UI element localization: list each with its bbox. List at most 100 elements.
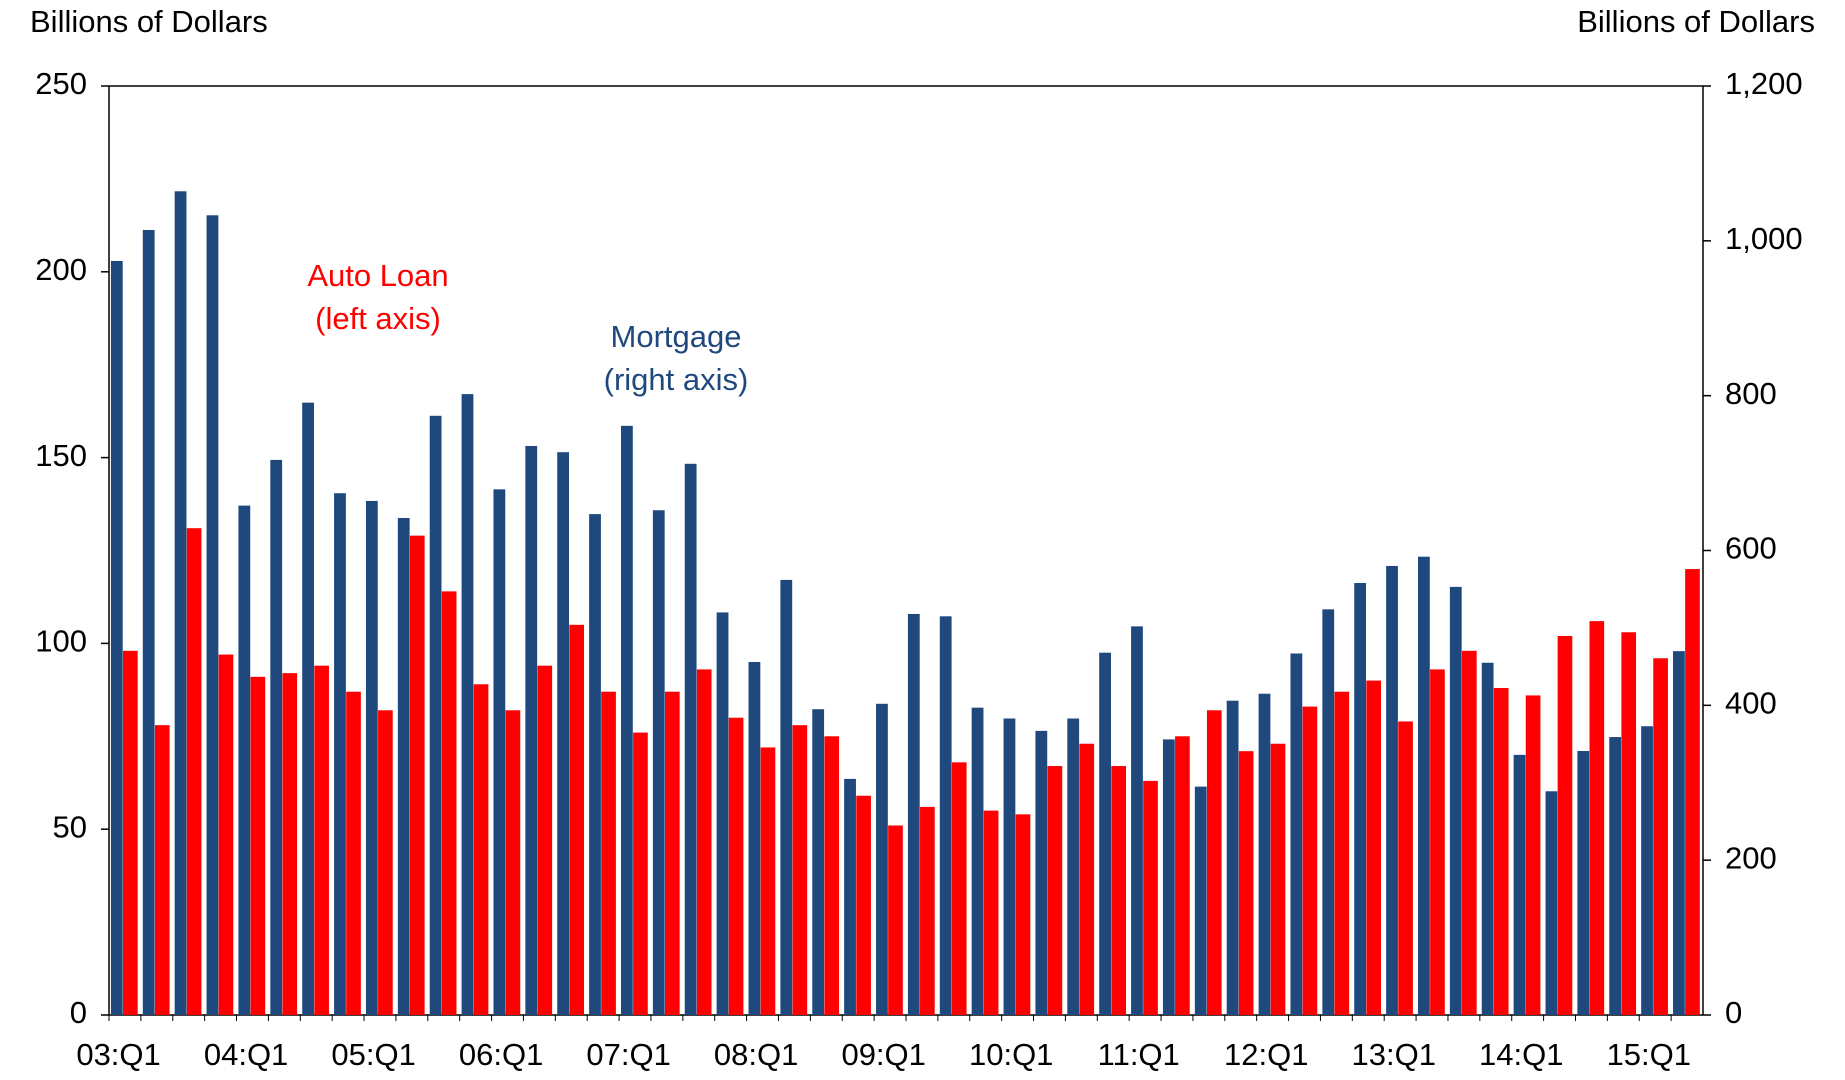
bar: [174, 191, 187, 1015]
x-tick-label: 12:Q1: [1224, 1037, 1308, 1072]
x-tick-label: 04:Q1: [204, 1037, 288, 1072]
y2-tick-label: 200: [1725, 840, 1777, 875]
bar: [334, 493, 346, 1015]
bar: [142, 229, 155, 1015]
bar: [1067, 718, 1080, 1015]
bar: [1334, 691, 1350, 1015]
x-tick-label: 13:Q1: [1352, 1037, 1436, 1072]
bar: [1258, 693, 1271, 1015]
bar: [696, 669, 712, 1015]
y-tick-label: 100: [35, 624, 87, 659]
bar: [346, 691, 361, 1015]
bar: [1653, 658, 1668, 1015]
bar: [1398, 721, 1413, 1015]
y2-tick-label: 600: [1725, 531, 1777, 566]
bar: [1003, 718, 1016, 1015]
bar: [250, 676, 266, 1015]
x-tick-label: 09:Q1: [841, 1037, 925, 1072]
bar: [1449, 586, 1462, 1015]
bar: [907, 613, 920, 1015]
bar: [123, 650, 138, 1015]
bar: [684, 463, 697, 1015]
bar: [429, 415, 442, 1015]
y2-tick-label: 1,200: [1725, 66, 1803, 101]
bar: [378, 710, 393, 1015]
bar: [505, 710, 521, 1015]
bar: [1430, 669, 1445, 1015]
bar: [1545, 791, 1558, 1015]
x-tick-label: 03:Q1: [76, 1037, 160, 1072]
bar: [1366, 680, 1382, 1015]
y-tick-label: 150: [35, 438, 87, 473]
bar: [1557, 635, 1573, 1015]
bar: [282, 673, 298, 1015]
bar: [1175, 736, 1190, 1015]
bar: [1577, 751, 1590, 1015]
bar: [633, 732, 648, 1015]
bar: [270, 459, 283, 1015]
bar: [876, 703, 888, 1015]
x-tick-label: 08:Q1: [714, 1037, 798, 1072]
bar: [314, 665, 329, 1015]
bar: [1481, 662, 1494, 1015]
bar: [569, 624, 585, 1015]
bar: [154, 725, 170, 1015]
bar: [397, 517, 410, 1015]
bar: [728, 717, 744, 1015]
bar: [1131, 626, 1143, 1015]
y-axis-title: Billions of Dollars: [30, 4, 268, 39]
bar: [844, 778, 856, 1015]
x-tick-label: 14:Q1: [1479, 1037, 1563, 1072]
bar: [951, 762, 967, 1015]
bar: [557, 452, 570, 1015]
x-tick-label: 06:Q1: [459, 1037, 543, 1072]
x-tick-label: 05:Q1: [331, 1037, 415, 1072]
bar: [1194, 786, 1207, 1015]
bar: [110, 260, 123, 1015]
y-tick-label: 0: [70, 995, 87, 1030]
bar: [441, 591, 457, 1015]
bar: [1111, 766, 1126, 1015]
bar: [856, 795, 871, 1015]
bar: [1386, 565, 1398, 1015]
bar: [780, 579, 793, 1015]
bar: [1354, 583, 1367, 1015]
annotation: (left axis): [315, 301, 441, 336]
bar: [537, 665, 553, 1015]
bar: [1079, 743, 1095, 1015]
bar: [748, 661, 761, 1015]
bar: [1270, 743, 1286, 1015]
y2-axis-title: Billions of Dollars: [1577, 4, 1815, 39]
bar: [206, 215, 219, 1015]
y2-tick-label: 0: [1725, 995, 1742, 1030]
bar: [920, 806, 935, 1015]
annotation: (right axis): [604, 362, 749, 397]
bar: [1513, 754, 1526, 1015]
bar: [1226, 700, 1239, 1015]
y-tick-label: 200: [35, 252, 87, 287]
bar: [1525, 695, 1541, 1015]
bar: [302, 402, 314, 1015]
y-tick-label: 250: [35, 66, 87, 101]
bar: [365, 500, 378, 1015]
bar: [186, 528, 202, 1015]
bar: [652, 510, 665, 1015]
bar: [1673, 651, 1685, 1015]
bar: [1099, 652, 1111, 1015]
annotation: Auto Loan: [307, 258, 448, 293]
bar: [1302, 706, 1318, 1015]
bar: [939, 616, 952, 1015]
bar: [760, 747, 776, 1015]
bar: [525, 445, 538, 1015]
bar: [1015, 814, 1031, 1015]
bar: [473, 684, 489, 1015]
bar: [238, 505, 251, 1015]
y2-tick-label: 800: [1725, 376, 1777, 411]
bar: [1609, 737, 1622, 1015]
bar: [1621, 632, 1637, 1015]
bar: [1417, 556, 1430, 1015]
x-tick-label: 07:Q1: [586, 1037, 670, 1072]
bar: [218, 654, 234, 1015]
x-tick-label: 15:Q1: [1607, 1037, 1691, 1072]
bar: [1589, 621, 1605, 1015]
